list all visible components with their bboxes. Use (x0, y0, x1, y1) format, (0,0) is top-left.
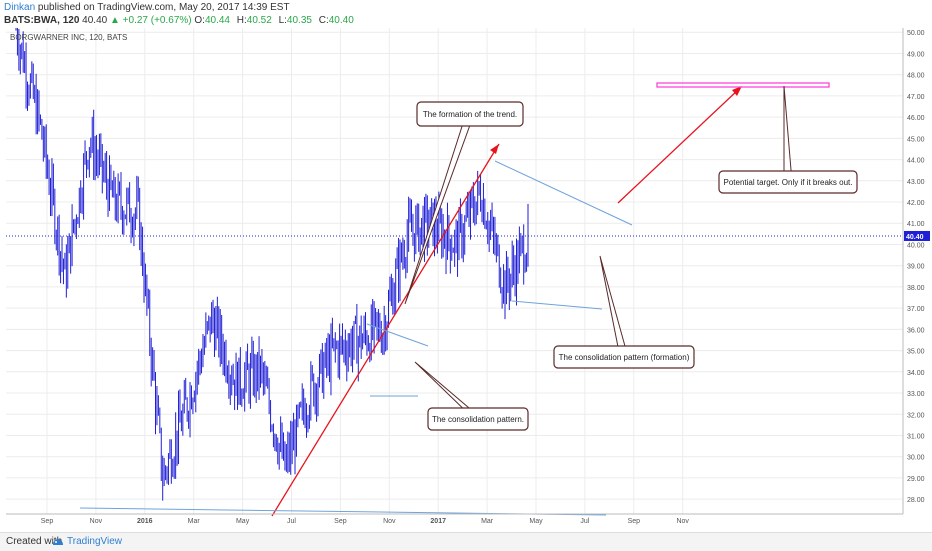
x-tick-label: May (529, 518, 543, 525)
grid (6, 28, 903, 514)
open-value: 40.44 (204, 15, 230, 26)
open-label: O: (194, 15, 205, 26)
y-tick-label: 39.00 (907, 264, 925, 271)
x-tick-label: Sep (41, 518, 54, 525)
callout-text: The formation of the trend. (423, 110, 517, 119)
x-tick-label: Jul (580, 518, 589, 525)
y-tick-label: 38.00 (907, 285, 925, 292)
callouts: The formation of the trend. Potential tar… (404, 85, 858, 431)
x-tick-label: Jul (287, 518, 296, 525)
y-tick-label: 43.00 (907, 179, 925, 186)
y-tick-label: 40.00 (907, 242, 925, 249)
y-tick-label: 34.00 (907, 370, 925, 377)
guide-line (366, 323, 429, 347)
x-tick-label: Nov (383, 518, 396, 525)
price-change: +0.27 (+0.67%) (122, 15, 192, 26)
x-tick-label: Nov (90, 518, 103, 525)
projection-arrow-head (732, 86, 742, 96)
y-tick-label: 47.00 (907, 94, 925, 101)
y-tick-label: 32.00 (907, 412, 925, 419)
last-price-tag-label: 40.40 (906, 234, 924, 241)
close-label: C: (318, 15, 329, 26)
published-line: Dinkan published on TradingView.com, May… (4, 2, 290, 13)
x-tick-label: Sep (628, 518, 641, 525)
y-tick-label: 31.00 (907, 433, 925, 440)
x-tick-label: 2017 (430, 518, 446, 525)
y-tick-label: 33.00 (907, 391, 925, 398)
created-with-text: Created with (6, 536, 63, 547)
y-tick-label: 45.00 (907, 136, 925, 143)
low-label: L: (278, 15, 287, 26)
high-label: H: (236, 15, 247, 26)
quote-line: BATS:BWA, 120 40.40 ▲ +0.27 (+0.67%) O:4… (4, 15, 358, 26)
y-tick-label: 42.00 (907, 200, 925, 207)
x-tick-label: Nov (676, 518, 689, 525)
published-text: published on TradingView.com, May 20, 20… (37, 2, 290, 13)
y-tick-label: 37.00 (907, 306, 925, 313)
target-zone (656, 82, 830, 88)
x-tick-label: May (236, 518, 250, 525)
close-value: 40.40 (328, 15, 354, 26)
last-price-tag (904, 230, 930, 241)
up-arrow-icon: ▲ (109, 15, 120, 26)
tradingview-logo-icon (53, 539, 63, 545)
x-tick-label: Sep (334, 518, 347, 525)
chart-title: BORGWARNER INC, 120, BATS (10, 33, 127, 42)
target-projection-line (617, 88, 740, 204)
y-tick-label: 44.00 (907, 158, 925, 165)
tradingview-link[interactable]: TradingView (67, 536, 123, 547)
callout-pointer (599, 255, 629, 358)
y-tick-label: 28.00 (907, 497, 925, 504)
y-tick-label: 30.00 (907, 455, 925, 462)
x-tick-label: 2016 (137, 518, 153, 525)
y-tick-label: 46.00 (907, 115, 925, 122)
axes: 50.00 49.00 48.00 47.00 46.00 45.00 44.00 43.00… (6, 28, 925, 525)
x-tick-label: Mar (188, 518, 201, 525)
guide-line (494, 160, 633, 226)
y-tick-label: 35.00 (907, 349, 925, 356)
last-price: 40.40 (82, 15, 108, 26)
callout-text: The consolidation pattern. (432, 415, 524, 424)
y-tick-label: 36.00 (907, 327, 925, 334)
callout-text: Potential target. Only if it breaks out. (724, 178, 853, 187)
high-value: 40.52 (246, 15, 272, 26)
y-tick-label: 49.00 (907, 51, 925, 58)
y-tick-label: 41.00 (907, 221, 925, 228)
callout-box (553, 345, 695, 369)
callout-pointer (783, 85, 793, 183)
symbol-label: BATS:BWA, 120 (4, 15, 80, 26)
y-tick-label: 29.00 (907, 476, 925, 483)
callout-box (718, 170, 858, 194)
callout-box (416, 101, 524, 127)
trend-arrow-head (490, 144, 499, 154)
price-bars (15, 17, 529, 501)
callout-box (427, 407, 529, 431)
low-value: 40.35 (286, 15, 312, 26)
trend-line (271, 143, 500, 517)
guide-line (511, 300, 603, 310)
footer: Created with TradingView (0, 532, 932, 551)
y-tick-label: 50.00 (907, 30, 925, 37)
author-link[interactable]: Dinkan (4, 2, 36, 13)
price-chart[interactable]: 40.40 50.00 49.00 48.00 47.00 46.00 45.00 44.0… (6, 17, 930, 532)
y-tick-label: 48.00 (907, 73, 925, 80)
chart-area[interactable]: 40.40 50.00 49.00 48.00 47.00 46.00 45.00 44.0… (6, 17, 930, 532)
callout-text: The consolidation pattern (formation) (559, 353, 690, 362)
x-tick-label: Mar (481, 518, 494, 525)
